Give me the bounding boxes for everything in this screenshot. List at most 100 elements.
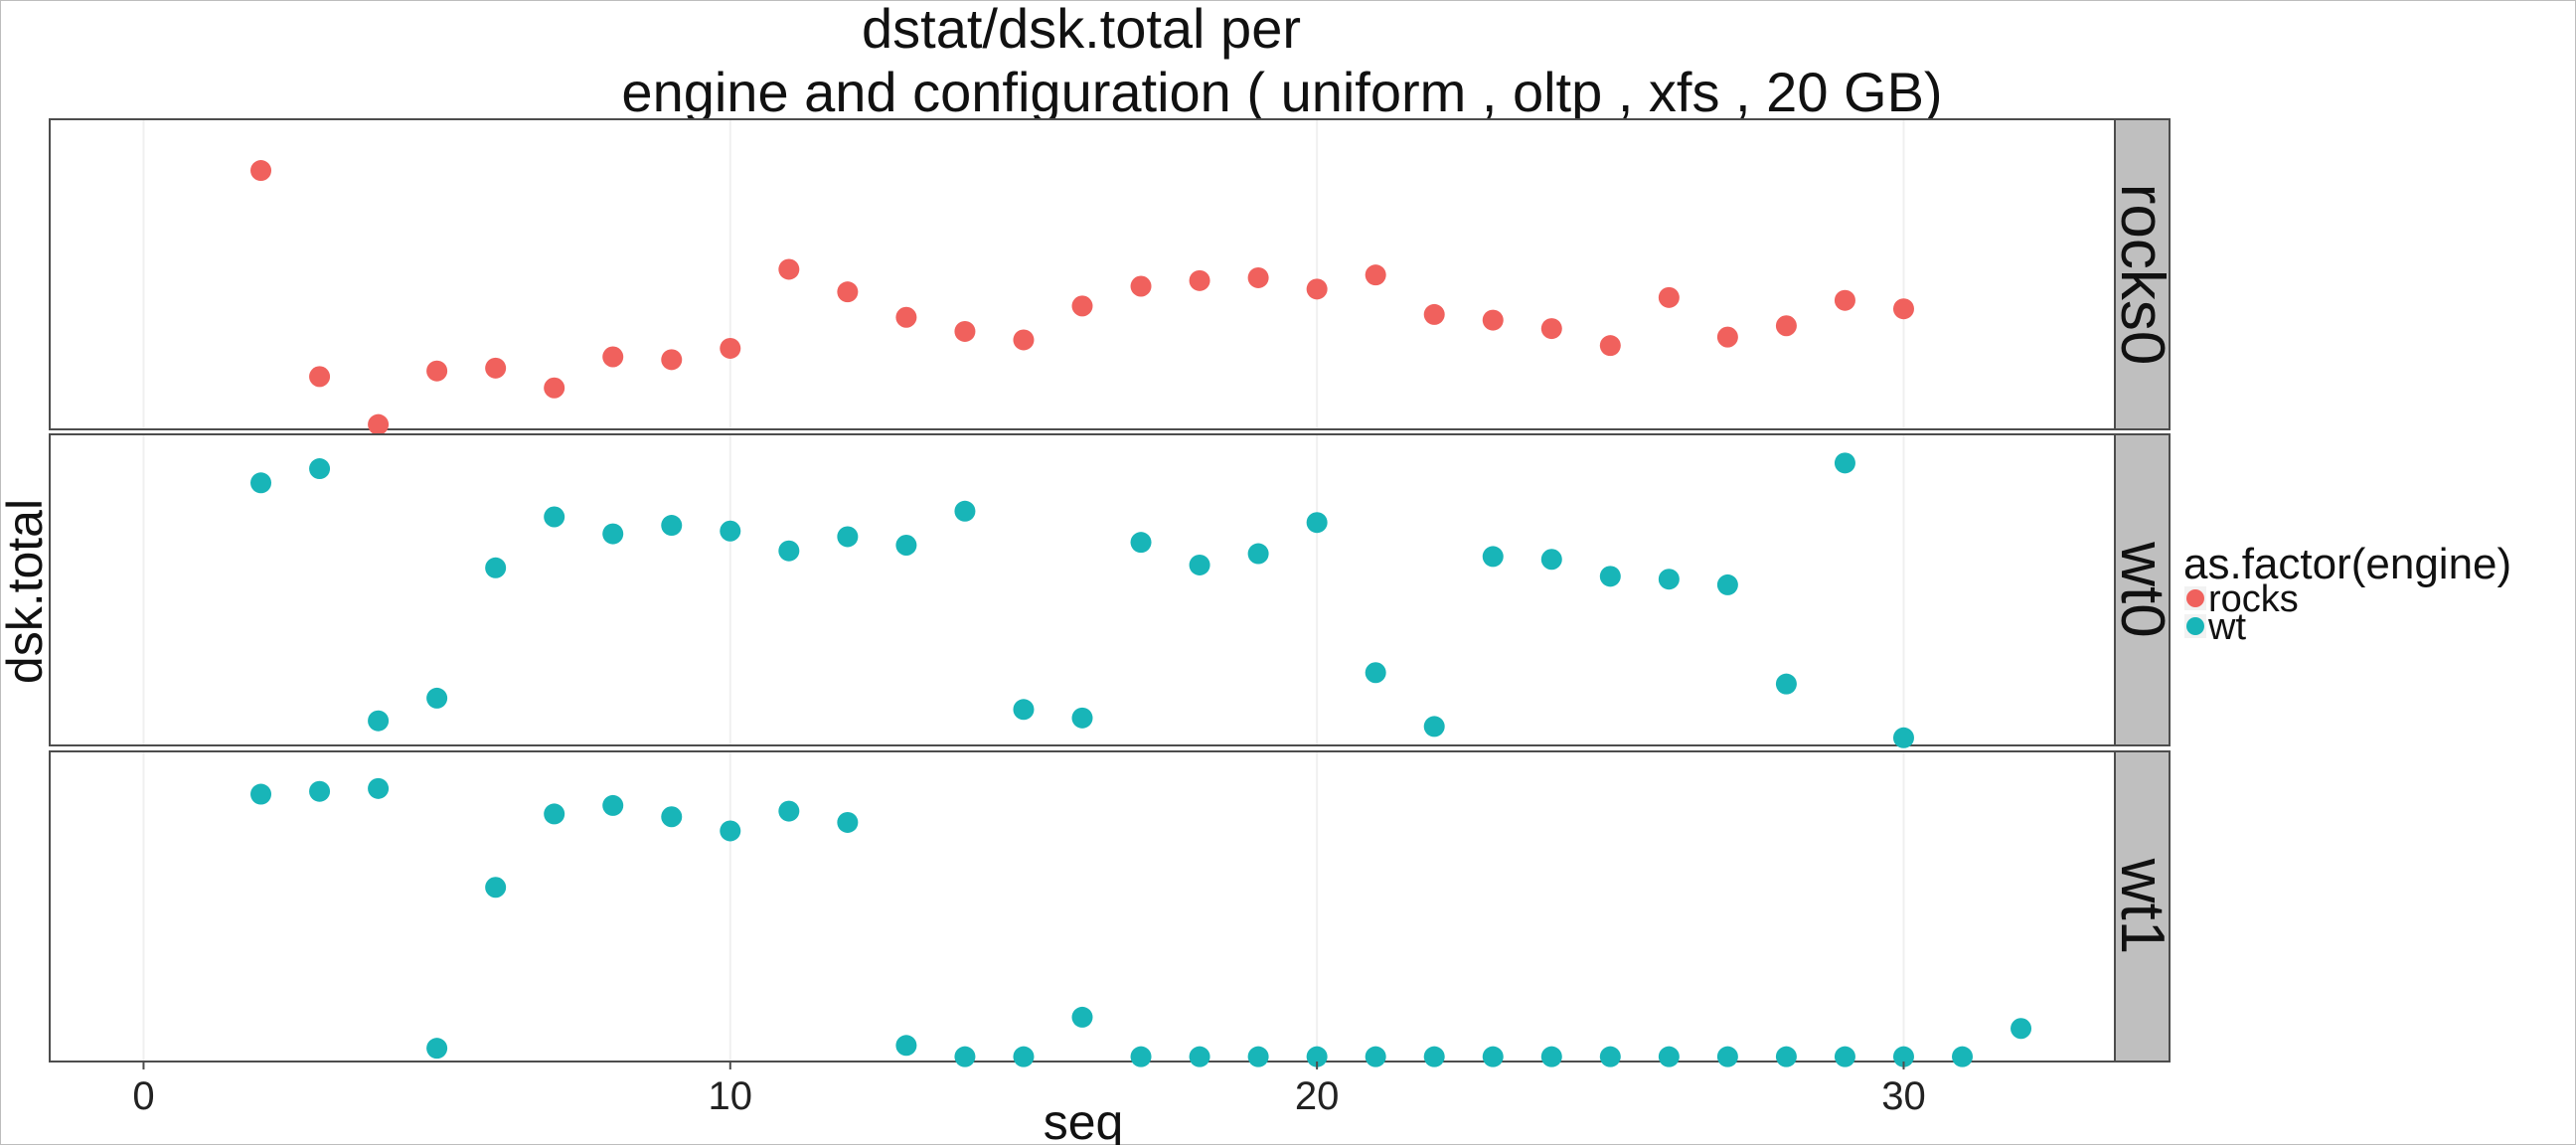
data-point [368, 413, 390, 435]
data-point [1716, 1046, 1738, 1067]
data-point [2011, 1018, 2032, 1040]
data-point [661, 349, 683, 371]
data-point [544, 803, 565, 825]
data-point [1834, 289, 1855, 311]
data-point [250, 783, 272, 805]
data-point [1540, 318, 1562, 340]
data-point [1716, 326, 1738, 348]
data-point [837, 811, 859, 833]
data-point [1013, 1046, 1035, 1067]
data-point [1892, 298, 1914, 320]
data-point [1423, 1046, 1445, 1067]
y-axis-title: dsk.total [0, 499, 53, 684]
panel-background [49, 118, 2116, 430]
data-point [1189, 1046, 1210, 1067]
data-point [895, 1035, 917, 1057]
strip-label: wt1 [2108, 858, 2176, 954]
data-point [1892, 1046, 1914, 1067]
data-point [1306, 1046, 1328, 1067]
data-point [544, 506, 565, 528]
data-point [1599, 1046, 1621, 1067]
x-tick-label: 30 [1881, 1074, 1926, 1118]
data-point [1247, 543, 1269, 565]
data-point [1130, 275, 1152, 297]
data-point [837, 281, 859, 303]
data-point [778, 800, 800, 822]
legend-label: wt [2207, 606, 2246, 648]
facet-panels: rocks0 wt0 wt1 [49, 118, 2176, 1067]
x-tick-label: 10 [709, 1074, 753, 1118]
legend-label: rocks [2208, 578, 2299, 620]
data-point [1599, 335, 1621, 357]
strip-wt1 [2114, 750, 2171, 1063]
data-point [1658, 569, 1680, 590]
data-point [1834, 452, 1855, 474]
x-axis-ticks: 0 10 20 30 [132, 1062, 1926, 1118]
strip-label: wt0 [2108, 541, 2176, 637]
data-point [778, 258, 800, 280]
data-point [1892, 727, 1914, 748]
data-point [954, 1046, 976, 1067]
data-point [1247, 266, 1269, 288]
data-point [720, 337, 741, 359]
data-point [1365, 662, 1386, 684]
data-point [1365, 1046, 1386, 1067]
data-point [720, 520, 741, 542]
data-point [1599, 566, 1621, 587]
data-point [837, 526, 859, 548]
chart-title-line1: dstat/dsk.total per [862, 0, 1301, 60]
data-point [1834, 1046, 1855, 1067]
strip-wt0 [2114, 433, 2171, 746]
legend-swatch [2186, 589, 2204, 607]
panel-wt1: wt1 [49, 750, 2176, 1067]
data-point [1306, 278, 1328, 300]
chart-title-line2: engine and configuration ( uniform , olt… [621, 61, 1942, 123]
data-point [1482, 1046, 1504, 1067]
data-point [1013, 329, 1035, 351]
data-point [602, 794, 624, 816]
data-point [368, 710, 390, 732]
data-point [309, 780, 331, 802]
data-point [1540, 1046, 1562, 1067]
panel-background [49, 433, 2116, 746]
strip-rocks0 [2114, 118, 2171, 430]
data-point [895, 306, 917, 328]
panel-rocks0: rocks0 [49, 118, 2176, 435]
x-tick-label: 0 [132, 1074, 154, 1118]
data-point [1658, 286, 1680, 308]
data-point [1482, 309, 1504, 331]
data-point [1716, 573, 1738, 595]
data-point [1423, 716, 1445, 737]
data-point [1130, 1046, 1152, 1067]
data-point [1540, 549, 1562, 571]
data-point [778, 540, 800, 562]
legend-item-rocks: rocks [2184, 578, 2299, 620]
data-point [426, 1038, 448, 1060]
data-point [485, 357, 507, 379]
data-point [1658, 1046, 1680, 1067]
data-point [250, 472, 272, 494]
data-point [1071, 707, 1093, 729]
data-point [1013, 699, 1035, 721]
x-tick-label: 20 [1295, 1074, 1340, 1118]
data-point [485, 557, 507, 578]
legend-title: as.factor(engine) [2183, 540, 2511, 588]
data-point [1247, 1046, 1269, 1067]
panel-wt0: wt0 [49, 433, 2176, 748]
data-point [661, 515, 683, 537]
data-point [954, 500, 976, 522]
data-point [1189, 269, 1210, 291]
data-point [1071, 1006, 1093, 1028]
legend-swatch [2186, 617, 2204, 635]
data-point [1952, 1046, 1974, 1067]
data-point [1365, 264, 1386, 286]
data-point [661, 806, 683, 828]
data-point [426, 687, 448, 709]
strip-label: rocks0 [2108, 184, 2176, 366]
data-point [309, 458, 331, 480]
data-point [485, 877, 507, 899]
data-point [1423, 303, 1445, 325]
data-point [309, 366, 331, 388]
